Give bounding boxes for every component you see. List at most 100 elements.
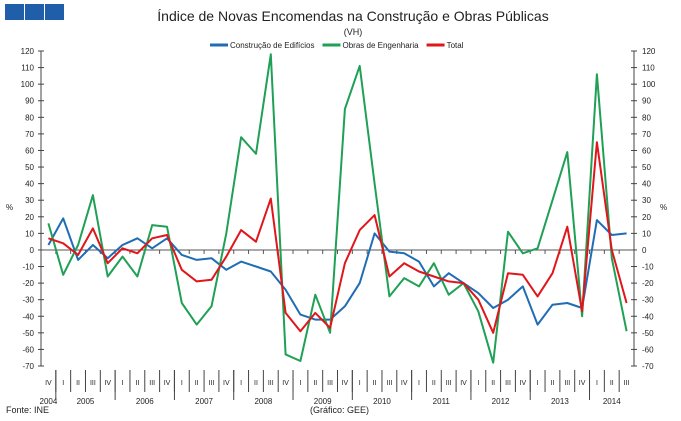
y-tick-label-right: 120	[642, 47, 656, 56]
y-tick-label-right: 20	[642, 213, 651, 222]
y-tick-label-right: -20	[642, 279, 654, 288]
quarter-label: IV	[104, 380, 111, 387]
year-label: 2012	[492, 397, 510, 406]
quarter-label: II	[254, 380, 258, 387]
y-tick-label-left: 90	[25, 97, 34, 106]
y-axis-label-right: %	[660, 203, 667, 212]
y-tick-label-left: -60	[22, 345, 34, 354]
y-tick-label-right: -30	[642, 296, 654, 305]
y-tick-label-right: 100	[642, 80, 656, 89]
y-tick-label-right: -40	[642, 312, 654, 321]
year-label: 2006	[136, 397, 154, 406]
y-tick-label-left: -30	[22, 296, 34, 305]
y-tick-label-left: 0	[30, 246, 35, 255]
quarter-label: I	[240, 380, 242, 387]
quarter-label: III	[624, 380, 630, 387]
year-label: 2010	[373, 397, 391, 406]
y-tick-label-right: 90	[642, 97, 651, 106]
y-tick-label-right: 10	[642, 229, 651, 238]
year-label: 2011	[433, 397, 451, 406]
quarter-label: IV	[520, 380, 527, 387]
y-tick-label-left: 50	[25, 163, 34, 172]
y-tick-label-right: -70	[642, 362, 654, 371]
y-tick-label-left: 20	[25, 213, 34, 222]
y-axis-label-left: %	[6, 203, 13, 212]
series-line-0	[47, 217, 627, 326]
y-tick-label-right: 110	[642, 64, 655, 73]
logo-block	[45, 4, 64, 20]
y-tick-label-right: 60	[642, 146, 651, 155]
quarter-label: IV	[579, 380, 586, 387]
year-label: 2013	[551, 397, 569, 406]
y-tick-label-left: -10	[22, 263, 34, 272]
y-tick-label-right: 0	[642, 246, 647, 255]
y-tick-label-left: -70	[22, 362, 34, 371]
year-label: 2008	[254, 397, 272, 406]
year-label: 2005	[77, 397, 95, 406]
quarter-label: IV	[164, 380, 171, 387]
y-tick-label-left: 60	[25, 146, 34, 155]
quarter-label: II	[195, 380, 199, 387]
quarter-label: III	[386, 380, 392, 387]
quarter-label: III	[90, 380, 96, 387]
quarter-label: IV	[223, 380, 230, 387]
quarter-label: II	[135, 380, 139, 387]
legend-label-0: Construção de Edifícios	[230, 41, 315, 50]
quarter-label: I	[477, 380, 479, 387]
chart-title: Índice de Novas Encomendas na Construção…	[157, 8, 549, 24]
quarter-label: I	[122, 380, 124, 387]
chart-subtitle: (VH)	[343, 27, 363, 37]
y-tick-label-left: -50	[22, 329, 34, 338]
quarter-label: I	[181, 380, 183, 387]
quarter-label: I	[537, 380, 539, 387]
quarter-label: III	[446, 380, 452, 387]
quarter-label: II	[313, 380, 317, 387]
y-tick-label-right: -10	[642, 263, 654, 272]
y-tick-label-left: 110	[21, 64, 34, 73]
year-label: 2009	[314, 397, 332, 406]
y-tick-label-left: 10	[25, 229, 34, 238]
logo-block	[5, 4, 24, 20]
quarter-label: III	[268, 380, 274, 387]
year-label: 2014	[603, 397, 621, 406]
y-tick-label-right: 70	[642, 130, 651, 139]
y-tick-label-right: -60	[642, 345, 654, 354]
y-tick-label-left: -40	[22, 312, 34, 321]
y-tick-label-right: 50	[642, 163, 651, 172]
y-tick-label-left: 120	[21, 47, 35, 56]
quarter-label: IV	[401, 380, 408, 387]
quarter-label: IV	[460, 380, 467, 387]
logo-block	[25, 4, 44, 20]
legend-label-2: Total	[447, 41, 464, 50]
quarter-label: II	[373, 380, 377, 387]
quarter-label: I	[418, 380, 420, 387]
y-tick-label-left: 30	[25, 196, 34, 205]
y-tick-label-left: -20	[22, 279, 34, 288]
quarter-label: IV	[282, 380, 289, 387]
quarter-label: III	[564, 380, 570, 387]
y-tick-label-left: 40	[25, 180, 34, 189]
y-tick-label-right: 40	[642, 180, 651, 189]
y-tick-label-left: 80	[25, 113, 34, 122]
year-label: 2007	[195, 397, 213, 406]
quarter-label: II	[610, 380, 614, 387]
legend-label-1: Obras de Engenharia	[343, 41, 420, 50]
quarter-label: II	[76, 380, 80, 387]
quarter-label: II	[432, 380, 436, 387]
quarter-label: III	[209, 380, 215, 387]
y-tick-label-right: 80	[642, 113, 651, 122]
quarter-label: II	[491, 380, 495, 387]
y-tick-label-right: -50	[642, 329, 654, 338]
quarter-label: II	[551, 380, 555, 387]
quarter-label: I	[359, 380, 361, 387]
y-tick-label-left: 70	[25, 130, 34, 139]
year-label: 2004	[40, 397, 58, 406]
series-line-1	[47, 53, 628, 364]
series-line-2	[48, 141, 628, 334]
y-tick-label-left: 100	[21, 80, 35, 89]
source-note: Fonte: INE	[6, 405, 50, 415]
quarter-label: IV	[342, 380, 349, 387]
quarter-label: III	[149, 380, 155, 387]
